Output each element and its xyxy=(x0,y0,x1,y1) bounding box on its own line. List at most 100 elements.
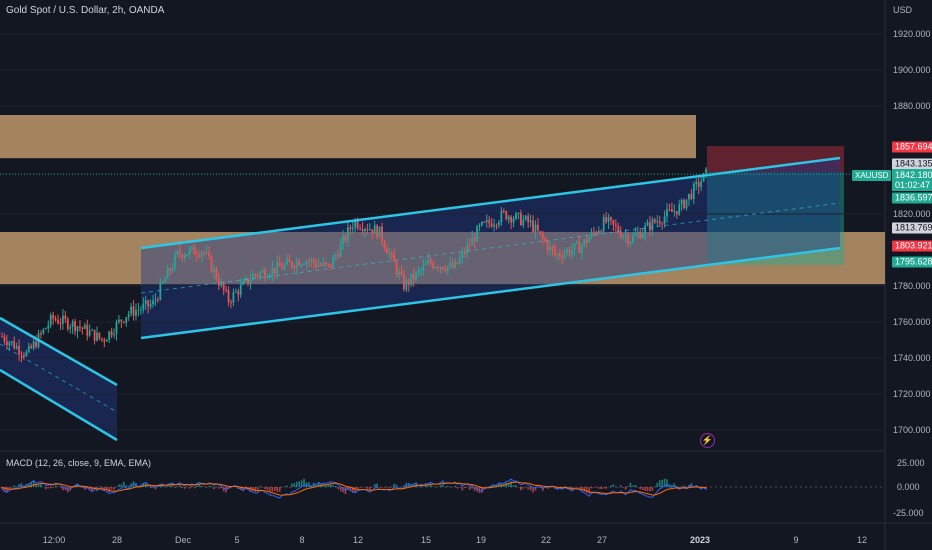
candle-body xyxy=(658,221,661,224)
lightning-icon[interactable]: ⚡ xyxy=(700,433,715,448)
candle-body xyxy=(383,241,386,249)
candle-body xyxy=(344,235,347,241)
candle-body xyxy=(578,241,581,253)
candle-body xyxy=(437,267,439,269)
candle-body xyxy=(424,263,427,266)
macd-hist-bar xyxy=(610,485,612,487)
channel-mid-line xyxy=(140,202,841,294)
candle-body xyxy=(403,274,405,290)
macd-hist-bar xyxy=(152,487,154,488)
candle-body xyxy=(69,327,72,329)
price-tick-label: 1780.000 xyxy=(893,281,931,291)
candle-body xyxy=(590,231,593,238)
macd-hist-bar xyxy=(18,484,20,487)
candle-body xyxy=(83,324,86,329)
macd-hist-bar xyxy=(451,486,454,488)
candle-body xyxy=(571,249,573,255)
macd-hist-bar xyxy=(527,487,529,490)
price-tick-label: 1900.000 xyxy=(893,65,931,75)
candle-body xyxy=(273,267,276,274)
candle-body xyxy=(232,292,235,303)
macd-hist-bar xyxy=(208,485,210,487)
macd-hist-bar xyxy=(130,483,132,487)
candle-body xyxy=(459,257,461,264)
candle-body xyxy=(227,290,230,303)
macd-hist-bar xyxy=(269,487,271,492)
macd-hist-bar xyxy=(427,485,430,487)
macd-hist-bar xyxy=(400,487,403,488)
macd-hist-bar xyxy=(49,487,52,489)
macd-hist-bar xyxy=(595,487,598,488)
macd-hist-bar xyxy=(171,484,174,487)
candle-body xyxy=(622,235,625,238)
macd-hist-bar xyxy=(113,487,115,490)
candle-body xyxy=(627,235,629,244)
candle-body xyxy=(663,216,666,224)
candle-body xyxy=(356,220,359,228)
candle-body xyxy=(64,315,67,320)
macd-hist-bar xyxy=(615,486,617,488)
macd-tick-label: -25.000 xyxy=(893,508,924,518)
midline-tag: 1813.769 xyxy=(892,222,932,234)
time-tick-label: 12 xyxy=(856,535,868,545)
candle-body xyxy=(93,329,96,341)
macd-hist-bar xyxy=(274,487,276,491)
macd-hist-bar xyxy=(529,487,532,491)
candle-body xyxy=(495,224,498,226)
macd-hist-bar xyxy=(108,487,110,493)
signal-line xyxy=(1,481,707,496)
candle-body xyxy=(427,260,430,264)
candle-body xyxy=(429,260,432,264)
candle-body xyxy=(575,241,578,244)
macd-hist-bar xyxy=(410,484,413,487)
macd-hist-bar xyxy=(315,483,318,487)
candle-body xyxy=(332,256,335,267)
macd-hist-bar xyxy=(47,487,50,489)
macd-hist-bar xyxy=(1,487,3,490)
candle-body xyxy=(183,255,186,259)
candle-body xyxy=(3,336,6,342)
macd-hist-bar xyxy=(507,482,510,487)
candle-body xyxy=(566,249,569,254)
macd-hist-bar xyxy=(459,487,461,488)
macd-hist-bar xyxy=(464,487,466,489)
candle-body xyxy=(118,319,120,323)
candle-body xyxy=(454,262,456,268)
candle-body xyxy=(388,253,391,255)
macd-hist-bar xyxy=(54,485,57,487)
time-tick-label: 19 xyxy=(475,535,487,545)
candle-body xyxy=(522,219,525,226)
candle-body xyxy=(312,259,315,264)
macd-hist-bar xyxy=(91,487,93,493)
macd-hist-bar xyxy=(354,487,357,493)
candle-body xyxy=(690,193,693,199)
macd-hist-bar xyxy=(3,487,6,492)
candle-body xyxy=(607,217,610,223)
time-tick-label: 27 xyxy=(596,535,608,545)
candle-body xyxy=(644,225,647,234)
candle-body xyxy=(476,226,478,242)
candle-body xyxy=(480,221,483,226)
macd-hist-bar xyxy=(205,487,208,488)
macd-hist-bar xyxy=(444,487,447,488)
candle-body xyxy=(534,224,537,232)
macd-hist-bar xyxy=(103,487,106,490)
candle-body xyxy=(366,229,369,231)
candle-body xyxy=(59,323,62,325)
macd-hist-bar xyxy=(539,487,542,489)
macd-hist-bar xyxy=(654,486,656,487)
macd-hist-bar xyxy=(218,487,220,489)
candle-body xyxy=(639,232,642,239)
macd-hist-bar xyxy=(537,487,539,488)
candle-body xyxy=(10,341,13,343)
macd-hist-bar xyxy=(383,487,386,488)
macd-hist-bar xyxy=(266,487,269,491)
candle-body xyxy=(456,262,459,264)
candle-body xyxy=(161,281,164,283)
candle-body xyxy=(653,219,656,223)
candle-body xyxy=(483,221,486,223)
candle-body xyxy=(439,266,442,269)
macd-hist-bar xyxy=(166,485,169,487)
candle-body xyxy=(371,229,374,234)
